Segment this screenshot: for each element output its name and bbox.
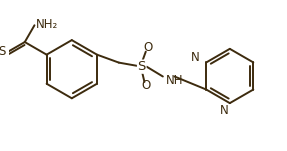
Text: N: N: [191, 51, 200, 64]
Text: NH₂: NH₂: [36, 18, 58, 31]
Text: S: S: [137, 60, 146, 73]
Text: O: O: [143, 41, 152, 54]
Text: NH: NH: [166, 74, 183, 87]
Text: O: O: [142, 79, 151, 92]
Text: N: N: [220, 104, 228, 117]
Text: S: S: [0, 45, 5, 58]
